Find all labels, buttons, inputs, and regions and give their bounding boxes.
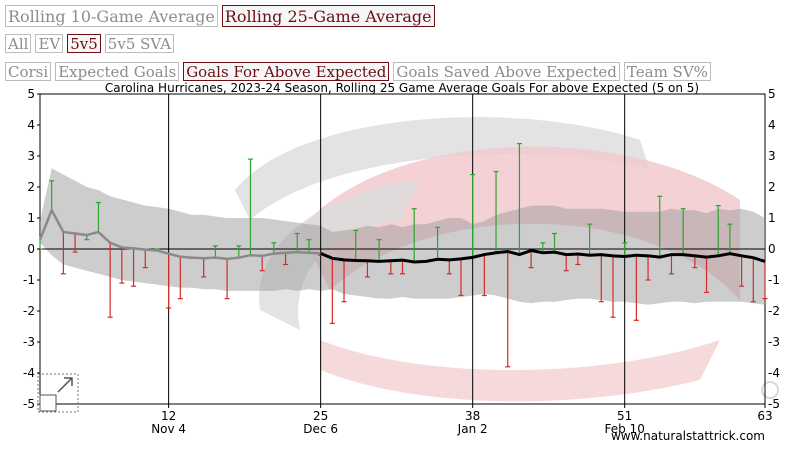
y-tick-label-right: -5 (768, 397, 780, 411)
y-tick-label-right: 0 (768, 242, 776, 256)
x-tick-game-label: 63 (757, 409, 772, 423)
rolling-average-line (320, 249, 766, 264)
y-tick-label-right: -3 (768, 335, 780, 349)
situation-option-5v5[interactable]: 5v5 (67, 34, 101, 53)
y-tick-label-left: -1 (23, 273, 35, 287)
metric-option-goals-for-above-expected[interactable]: Goals For Above Expected (183, 62, 390, 81)
y-tick-label-right: 3 (768, 149, 776, 163)
y-tick-label-right: 1 (768, 211, 776, 225)
x-tick-game-label: 38 (465, 409, 480, 423)
y-tick-label-right: -2 (768, 304, 780, 318)
y-tick-label-right: 4 (768, 118, 776, 132)
y-tick-label-left: 4 (27, 118, 35, 132)
y-tick-label-left: -5 (23, 397, 35, 411)
situation-option-all[interactable]: All (5, 34, 32, 53)
metric-option-goals-saved-above-expected[interactable]: Goals Saved Above Expected (393, 62, 620, 81)
y-tick-label-left: 0 (27, 242, 35, 256)
x-tick-game-label: 25 (313, 409, 328, 423)
y-tick-label-left: 2 (27, 180, 35, 194)
metric-option-team-sv[interactable]: Team SV% (623, 62, 711, 81)
rolling-average-line-partial (38, 207, 321, 261)
metric-option-expected-goals[interactable]: Expected Goals (55, 62, 180, 81)
x-tick-date-label: Feb 10 (605, 422, 645, 436)
x-tick-date-label: Dec 6 (303, 422, 338, 436)
chart-title: Carolina Hurricanes, 2023-24 Season, Rol… (105, 81, 699, 95)
situation-option-ev[interactable]: EV (35, 34, 64, 53)
average-option-rolling-25-game-average[interactable]: Rolling 25-Game Average (221, 5, 435, 27)
confidence-band (40, 168, 765, 305)
metric-option-corsi[interactable]: Corsi (5, 62, 52, 81)
average-window-group: Rolling 10-Game Average Rolling 25-Game A… (5, 5, 435, 27)
x-tick-date-label: Jan 2 (457, 422, 488, 436)
y-tick-label-right: 5 (768, 87, 776, 101)
x-tick-game-label: 51 (617, 409, 632, 423)
source-watermark: www.naturalstattrick.com (611, 429, 765, 443)
zoom-control[interactable] (37, 373, 79, 413)
y-tick-label-right: -1 (768, 273, 780, 287)
expand-arrow-icon[interactable] (57, 377, 73, 393)
y-tick-label-left: 5 (27, 87, 35, 101)
y-tick-label-left: -3 (23, 335, 35, 349)
y-tick-label-right: 2 (768, 180, 776, 194)
x-tick-date-label: Nov 4 (151, 422, 186, 436)
y-tick-label-left: 1 (27, 211, 35, 225)
y-tick-label-right: -4 (768, 366, 780, 380)
y-tick-label-left: -4 (23, 366, 35, 380)
x-tick-game-label: 12 (161, 409, 176, 423)
situation-option-5v5-sva[interactable]: 5v5 SVA (104, 34, 175, 53)
y-tick-label-left: -2 (23, 304, 35, 318)
metric-group: Corsi Expected Goals Goals For Above Expec… (5, 62, 711, 81)
zoom-box-icon[interactable] (39, 394, 57, 412)
situation-group: All EV 5v5 5v5 SVA (5, 34, 175, 53)
average-option-rolling-10-game-average[interactable]: Rolling 10-Game Average (5, 5, 218, 27)
y-tick-label-left: 3 (27, 149, 35, 163)
